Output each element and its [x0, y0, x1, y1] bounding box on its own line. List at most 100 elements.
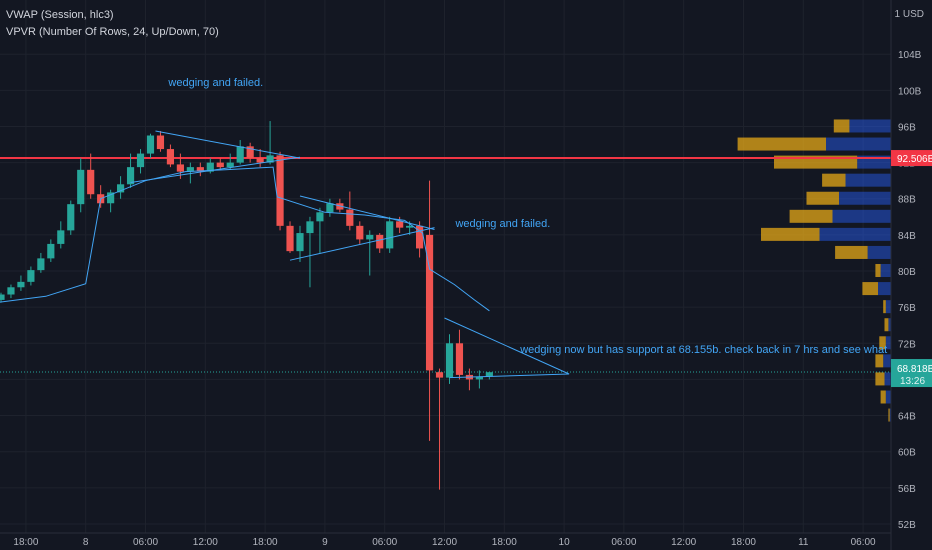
candle-up: [126, 167, 135, 185]
time-axis[interactable]: [0, 533, 891, 550]
candle-down: [356, 225, 364, 240]
x-tick-label: 12:00: [671, 537, 696, 548]
candle-up: [475, 376, 483, 380]
level-price-tag-label: 92.506B: [897, 154, 932, 165]
vp-bar-down: [888, 408, 890, 422]
y-tick-label: 88B: [898, 195, 916, 206]
vp-bar-down: [883, 300, 886, 314]
x-tick-label: 8: [83, 537, 89, 548]
candle-down: [415, 225, 424, 249]
vp-bar-up: [883, 354, 891, 368]
candle-down: [176, 164, 184, 172]
vp-bar-down: [806, 191, 839, 205]
vp-bar-up: [832, 209, 891, 223]
candle-up: [107, 192, 115, 204]
candle-up: [136, 153, 145, 168]
vwap: [0, 166, 490, 312]
candle-up: [37, 258, 45, 271]
candle-down: [396, 221, 404, 228]
candle-up: [67, 204, 75, 231]
y-tick-label: 76B: [898, 303, 916, 314]
x-tick-label: 11: [798, 537, 809, 548]
candle-up: [296, 233, 304, 252]
legend-vpvr[interactable]: VPVR (Number Of Rows, 24, Up/Down, 70): [6, 26, 219, 38]
vp-bar-up: [880, 264, 891, 278]
vp-bar-down: [875, 372, 885, 386]
trendline[interactable]: [130, 156, 301, 183]
y-tick-label: 64B: [898, 412, 916, 423]
candle-down: [455, 343, 464, 375]
vp-bar-down: [875, 264, 881, 278]
vp-bar-up: [819, 227, 891, 241]
vp-bar-down: [880, 390, 886, 404]
y-tick-label: 52B: [898, 520, 916, 531]
y-tick-label: 84B: [898, 231, 916, 242]
current-price-tag[interactable]: [891, 359, 932, 388]
vp-bar-up: [889, 408, 891, 422]
horizontal-level[interactable]: [0, 157, 891, 373]
annotation-text[interactable]: wedging and failed.: [454, 218, 550, 230]
vp-bar-up: [845, 173, 891, 187]
candle-up: [366, 234, 374, 240]
candle-down: [425, 234, 434, 371]
x-tick-label: 18:00: [731, 537, 756, 548]
y-tick-label: 80B: [898, 267, 916, 278]
candle-up: [47, 243, 55, 259]
currency-label[interactable]: 1 USD: [895, 9, 924, 20]
candle-down: [166, 149, 175, 165]
annotation-text[interactable]: wedging and failed.: [167, 77, 263, 89]
candle-up: [316, 212, 324, 222]
vp-bar-down: [789, 209, 833, 223]
candle-down: [286, 225, 294, 252]
candle-down: [196, 167, 204, 172]
annotations[interactable]: wedging and failed. wedging and failed. we…: [167, 77, 932, 356]
trendline[interactable]: [299, 195, 435, 230]
candles: [0, 121, 493, 490]
vp-bar-down: [761, 227, 820, 241]
candle-up: [226, 162, 234, 168]
candle-up: [57, 230, 65, 244]
vp-bar-down: [862, 282, 878, 296]
vp-bar-down: [822, 173, 846, 187]
vp-bar-up: [885, 390, 891, 404]
y-tick-label: 60B: [898, 448, 916, 459]
level-price-tag[interactable]: [891, 150, 932, 167]
vp-bar-up: [878, 282, 891, 296]
price-axis[interactable]: [891, 0, 932, 550]
vp-bar-down: [875, 354, 884, 368]
annotation-text[interactable]: wedging now but has support at 68.155b. …: [519, 344, 932, 356]
x-tick-label: 10: [559, 537, 571, 548]
candle-up: [406, 225, 414, 228]
vp-bar-down: [835, 245, 868, 259]
candle-up: [206, 162, 214, 172]
x-tick-label: 12:00: [193, 537, 218, 548]
trendline[interactable]: [444, 317, 570, 375]
candle-up: [485, 372, 493, 377]
trendline[interactable]: [449, 373, 570, 379]
candle-down: [246, 146, 254, 159]
x-tick-label: 06:00: [851, 537, 876, 548]
y-tick-label: 100B: [898, 86, 922, 97]
y-tick-label: 56B: [898, 484, 916, 495]
trendlines[interactable]: [130, 130, 570, 379]
candle-down: [216, 162, 224, 168]
candle-up: [306, 221, 314, 234]
vp-bar-down: [737, 137, 826, 151]
candle-up: [146, 135, 155, 154]
trendline[interactable]: [289, 227, 435, 261]
candle-down: [376, 234, 384, 249]
x-tick-label: 06:00: [372, 537, 397, 548]
legend-vwap[interactable]: VWAP (Session, hlc3): [6, 9, 114, 21]
y-tick-label: 96B: [898, 122, 916, 133]
candle-countdown: 13:26: [900, 376, 925, 387]
x-tick-label: 18:00: [492, 537, 517, 548]
candle-up: [445, 343, 454, 378]
trendline[interactable]: [155, 130, 301, 159]
candle-up: [0, 294, 5, 300]
candle-up: [7, 287, 15, 295]
candle-down: [435, 372, 444, 378]
x-tick-label: 06:00: [133, 537, 158, 548]
